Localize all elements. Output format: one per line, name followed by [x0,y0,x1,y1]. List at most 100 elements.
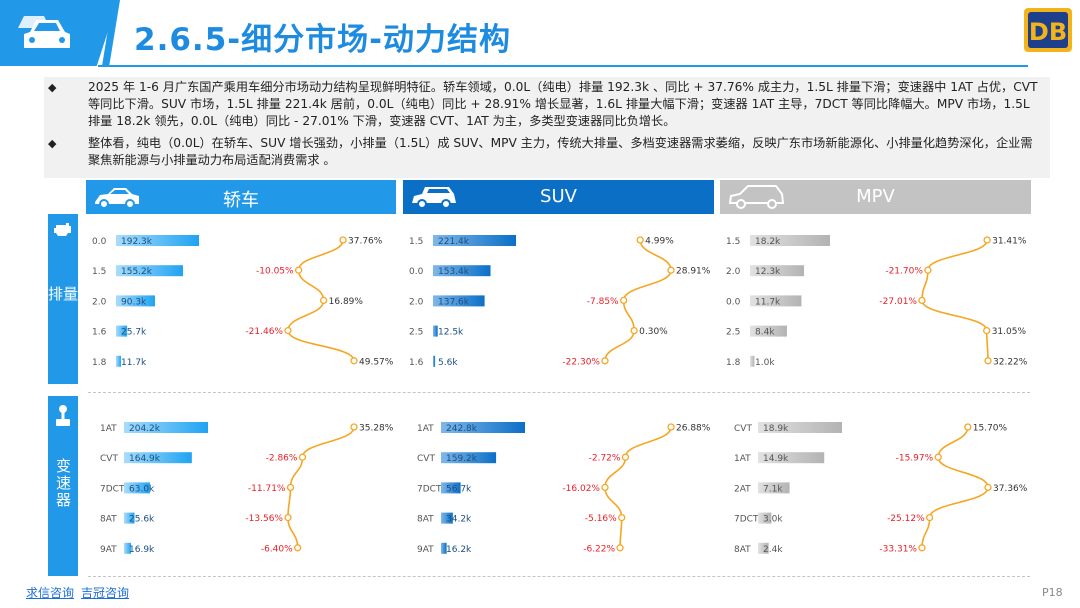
yoy-point [636,236,644,244]
yoy-point [924,266,932,274]
side-label-text: 排量 [48,285,79,303]
category-tick-label: 1AT [100,424,117,434]
mpv-icon [728,185,785,209]
yoy-point [618,513,626,522]
yoy-point [934,453,942,461]
bar-value-label: 155.2k [121,267,153,277]
category-tick-label: 2.5 [726,328,740,338]
bar [750,265,805,277]
yoy-label: -21.70% [885,267,923,277]
bar-value-label: 5.6k [438,358,458,368]
bar [116,295,155,307]
bar-value-label: 159.2k [446,454,478,464]
yoy-label: -33.31% [879,544,917,554]
category-tick-label: 0.0 [92,237,107,247]
bar-value-label: 2.4k [763,545,783,555]
bar-value-label: 18.9k [763,424,789,434]
yoy-label: 15.70% [973,424,1008,434]
yoy-label: -10.05% [256,267,294,277]
category-tick-label: 1.5 [726,237,740,247]
bar [441,422,525,433]
category-tick-label: CVT [100,454,118,464]
bar [441,452,497,464]
yoy-label: -27.01% [879,297,917,307]
yoy-point [925,513,934,522]
yoy-point [319,296,328,305]
category-tick-label: 1AT [734,454,751,464]
bar-value-label: 192.3k [121,237,153,247]
section-separator [88,392,1030,393]
sedan-icon [95,188,139,209]
yoy-line [287,426,355,548]
yoy-point [918,296,926,305]
category-tick-label: 2.0 [92,297,107,307]
yoy-point [619,296,628,305]
bar-value-label: 63.0k [129,484,155,494]
yoy-label: 49.57% [359,357,394,367]
yoy-label: -7.85% [587,297,619,307]
category-tick-label: 1.8 [726,358,741,368]
bar-value-label: 137.6k [438,297,470,307]
category-tick-label: 7DCT [100,484,125,494]
category-label: SUV [540,186,577,207]
yoy-point [983,236,991,244]
bar-value-label: 56.7k [446,484,472,494]
yoy-point [284,513,292,522]
yoy-label: -2.72% [589,454,621,464]
side-label-transmission: 变速器 [48,396,78,576]
bar [441,512,453,524]
footer-link-jiguan[interactable]: 吉冠咨询 [81,586,130,600]
summary-bullet: 整体看，纯电（0.0L）在轿车、SUV 增长强劲，小排量（1.5L）成 SUV、… [48,135,1040,169]
bar-value-label: 12.5k [438,328,464,338]
yoy-label: 4.99% [645,237,674,247]
bar [750,325,787,337]
yoy-point [294,266,303,274]
category-tick-label: 0.0 [726,297,741,307]
yoy-point [984,357,992,365]
category-tick-label: 1.8 [92,358,107,368]
yoy-label: -16.02% [562,484,600,494]
yoy-point [601,483,609,492]
yoy-point [284,326,292,335]
bar [433,295,485,307]
category-tick-label: 8AT [417,515,434,525]
bar-value-label: 204.2k [129,424,161,434]
yoy-label: -6.22% [583,544,615,554]
bar-value-label: 11.7k [121,358,147,368]
bar-value-label: 34.2k [446,515,472,525]
side-label-text: 变速器 [54,458,72,509]
bar-value-label: 12.3k [755,267,781,277]
bar [124,482,150,494]
page-title: 2.6.5-细分市场-动力结构 [134,22,511,58]
car-front-icon [18,16,70,48]
yoy-point [298,453,307,461]
bar-value-label: 14.9k [763,454,789,464]
yoy-line [921,426,989,548]
bar [116,355,122,367]
yoy-point [983,326,991,335]
logo-text: DB [1029,18,1067,46]
bar-value-label: 25.6k [129,515,155,525]
bar [116,265,183,277]
yoy-point [601,357,609,365]
yoy-point [616,544,624,552]
bar-value-label: 8.4k [755,328,775,338]
yoy-label: -2.86% [266,454,298,464]
category-label: 轿车 [223,190,259,211]
bar [433,355,436,367]
yoy-label: -15.97% [896,454,934,464]
category-label: MPV [856,186,895,207]
yoy-label: 31.41% [992,237,1027,247]
bar-value-label: 25.7k [121,328,147,338]
yoy-label: -6.40% [261,544,293,554]
summary-bullet: 2025 年 1-6 月广东国产乘用车细分市场动力结构呈现鲜明特征。轿车领域，0… [48,79,1040,130]
bar [124,422,208,433]
bar [758,482,790,494]
bar [750,295,802,307]
category-tick-label: 8AT [734,545,751,555]
bar-value-label: 18.2k [755,237,781,247]
bar [124,512,135,524]
footer-link-qiuxin[interactable]: 求信咨询 [26,586,75,600]
bar [750,355,755,367]
